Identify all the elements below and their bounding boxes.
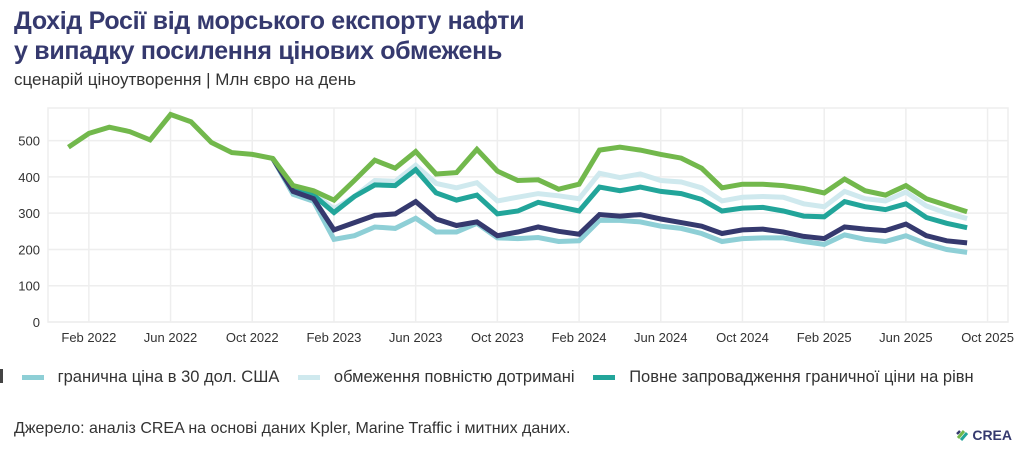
x-tick-label: Feb 2024	[552, 330, 607, 345]
crea-logo-icon	[956, 430, 969, 441]
chart-subtitle: сценарій ціноутворення | Млн євро на ден…	[14, 70, 357, 89]
y-tick-label: 200	[18, 242, 40, 257]
legend-swatch	[297, 375, 320, 380]
y-tick-label: 500	[18, 134, 40, 149]
legend-item-fully-enforced[interactable]: обмеження повністю дотримані	[297, 368, 575, 387]
chart-title: Дохід Росії від морського експорту нафти…	[14, 6, 525, 66]
x-tick-label: Oct 2022	[226, 330, 279, 345]
legend-label: гранична ціна в 30 дол. США	[57, 368, 280, 386]
series-lines	[67, 111, 968, 255]
x-tick-label: Jun 2024	[634, 330, 688, 345]
source-note: Джерело: аналіз CREA на основі даних Kpl…	[14, 420, 571, 437]
x-tick-label: Oct 2024	[716, 330, 769, 345]
x-axis: Feb 2022 Jun 2022 Oct 2022 Feb 2023 Jun 2023…	[61, 330, 1014, 345]
x-tick-label: Jun 2023	[389, 330, 443, 345]
x-tick-label: Jun 2025	[879, 330, 933, 345]
legend-label: обмеження повністю дотримані	[333, 368, 575, 386]
legend-item-full-cap-implementation[interactable]: Повне запровадження граничної ціни на рі…	[593, 368, 974, 387]
series-line-3	[270, 157, 968, 246]
y-tick-label: 400	[18, 170, 40, 185]
legend-truncated-swatch	[0, 368, 3, 383]
series-line-2	[270, 156, 968, 231]
legend-swatch	[21, 375, 44, 380]
x-tick-label: Oct 2025	[961, 330, 1014, 345]
x-tick-label: Feb 2023	[306, 330, 361, 345]
legend-label: Повне запровадження граничної ціни на рі…	[629, 368, 974, 386]
crea-logo-text: CREA	[972, 427, 1012, 443]
series-line-0	[270, 157, 968, 255]
chart-title-line-1: Дохід Росії від морського експорту нафти	[14, 7, 525, 35]
legend: гранична ціна в 30 дол. США обмеження по…	[0, 366, 1024, 390]
legend-item-30-usd-cap[interactable]: гранична ціна в 30 дол. США	[21, 368, 280, 387]
x-tick-label: Feb 2022	[61, 330, 116, 345]
crea-logo: CREA	[956, 427, 1012, 443]
y-tick-label: 100	[18, 279, 40, 294]
grid	[47, 107, 1009, 323]
legend-swatch	[593, 375, 616, 380]
y-tick-label: 0	[33, 315, 40, 330]
y-axis: 0 100 200 300 400 500	[18, 134, 40, 330]
x-tick-label: Feb 2025	[797, 330, 852, 345]
series-line-1	[270, 156, 968, 222]
line-chart: 0 100 200 300 400 500 Feb 2022 Jun 2022 Oct 202…	[18, 107, 1014, 345]
chart-title-line-2: у випадку посилення цінових обмежень	[14, 37, 503, 65]
series-line-4	[67, 111, 968, 215]
x-tick-label: Jun 2022	[144, 330, 198, 345]
x-tick-label: Oct 2023	[471, 330, 524, 345]
y-tick-label: 300	[18, 206, 40, 221]
